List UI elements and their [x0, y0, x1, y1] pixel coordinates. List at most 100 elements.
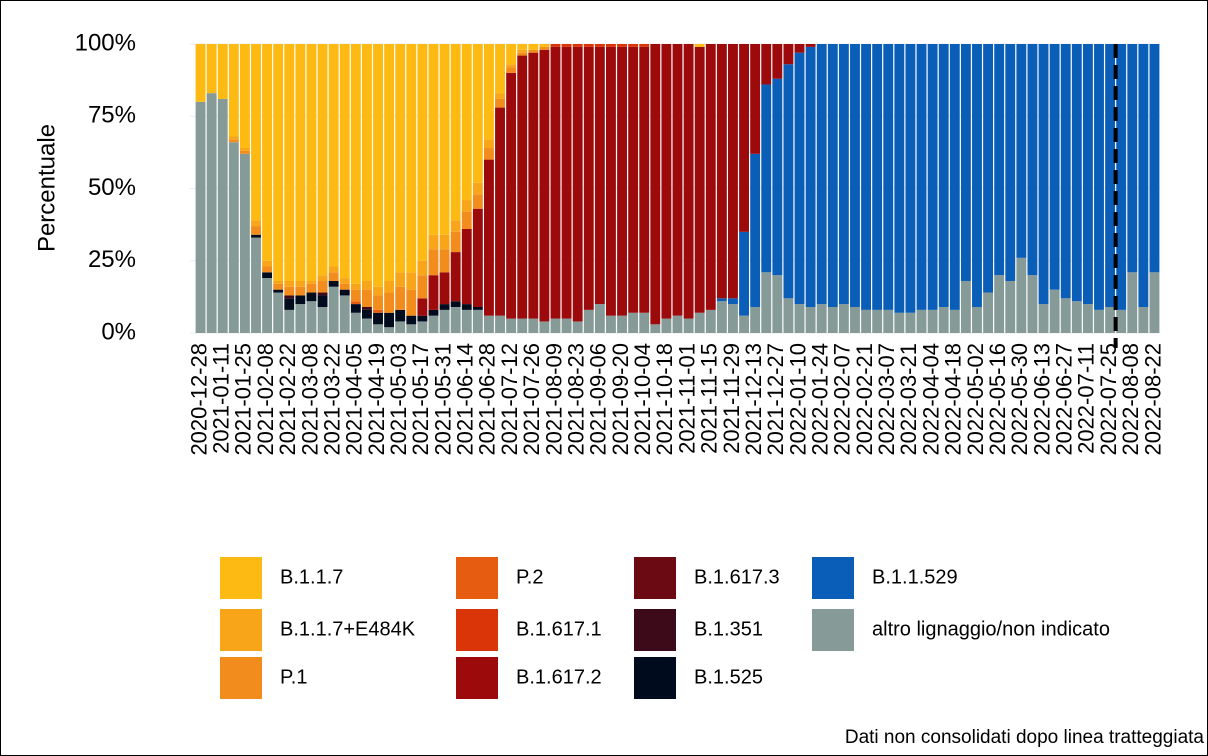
bar-segment	[373, 295, 383, 310]
bar-segment	[805, 306, 816, 333]
bar-segment	[1060, 298, 1071, 333]
bar-segment	[905, 44, 916, 313]
x-tick-label: 2020-12-28	[186, 343, 211, 456]
bar-segment	[1116, 44, 1127, 310]
bar-segment	[517, 318, 528, 333]
bar-segment	[384, 280, 395, 293]
bar-segment	[883, 309, 894, 333]
bar-segment	[461, 309, 472, 333]
bar-segment	[528, 52, 539, 319]
x-tick-label: 2021-02-22	[275, 343, 300, 456]
x-tick-label: 2022-02-21	[852, 343, 877, 456]
bar-segment	[384, 44, 395, 281]
bar-segment	[461, 44, 472, 201]
bar-segment	[206, 93, 217, 333]
bar-segment	[639, 312, 650, 333]
x-tick-label: 2022-04-18	[941, 343, 966, 456]
bar-segment	[1082, 304, 1093, 333]
bar-segment	[894, 312, 905, 333]
bar-segment	[439, 249, 450, 273]
bar-segment	[561, 44, 572, 47]
bar-segment	[373, 286, 383, 296]
bar-segment	[972, 44, 982, 307]
bar-segment	[361, 309, 372, 319]
bar-segment	[583, 46, 594, 310]
bar-segment	[406, 315, 417, 325]
legend-swatch	[220, 609, 262, 651]
y-axis-title: Percentuale	[33, 124, 60, 252]
bar-segment	[361, 289, 372, 307]
legend-label: B.1.525	[694, 666, 763, 688]
bar-segment	[639, 46, 650, 313]
bar-segment	[938, 306, 949, 333]
bar-segment	[550, 46, 561, 319]
legend-label: B.1.351	[694, 618, 763, 640]
bar-segment	[417, 321, 428, 333]
bar-segment	[838, 304, 849, 333]
bar-segment	[606, 46, 616, 316]
bar-segment	[772, 275, 783, 333]
bar-segment	[217, 98, 228, 333]
bar-segment	[1116, 309, 1127, 333]
bar-segment	[794, 44, 805, 53]
bar-segment	[1027, 44, 1038, 276]
bar-segment	[317, 275, 328, 281]
bar-segment	[1094, 309, 1104, 333]
bar-segment	[728, 44, 738, 299]
bar-segment	[306, 44, 317, 281]
bar-segment	[395, 309, 406, 322]
bar-segment	[384, 292, 395, 313]
bar-segment	[949, 309, 960, 333]
bar-segment	[994, 275, 1005, 333]
bar-segment	[728, 304, 738, 333]
bar-segment	[550, 44, 561, 47]
bar-segment	[606, 315, 616, 333]
bar-segment	[361, 318, 372, 333]
bar-segment	[317, 295, 328, 307]
bar-segment	[606, 44, 616, 47]
x-tick-label: 2021-10-18	[652, 343, 677, 456]
bar-segment	[450, 301, 461, 307]
x-tick-label: 2021-09-20	[608, 343, 633, 456]
bar-segment	[251, 234, 261, 238]
y-tick-label: 25%	[88, 246, 136, 273]
bar-segment	[284, 309, 295, 333]
bar-segment	[406, 44, 417, 273]
x-tick-label: 2021-09-06	[586, 343, 611, 456]
bar-segment	[328, 286, 339, 333]
bar-segment	[417, 275, 428, 299]
bar-segment	[783, 298, 794, 333]
bar-segment	[739, 315, 749, 333]
bar-segment	[384, 312, 395, 328]
bar-segment	[739, 44, 749, 232]
bar-segment	[284, 44, 295, 281]
x-tick-label: 2022-05-16	[985, 343, 1010, 456]
bar-segment	[1049, 44, 1060, 290]
legend-label: P.2	[516, 566, 543, 588]
bar-segment	[628, 46, 639, 313]
x-tick-label: 2021-06-14	[453, 343, 478, 456]
bar-segment	[750, 153, 761, 307]
bar-segment	[528, 49, 539, 53]
bar-segment	[528, 44, 539, 50]
y-tick-label: 100%	[75, 29, 136, 56]
bar-segment	[794, 304, 805, 333]
bar-segment	[1005, 44, 1016, 281]
legend-label: B.1.1.7+E484K	[280, 618, 416, 640]
bar-segment	[295, 280, 306, 287]
bar-segment	[284, 295, 295, 299]
bar-segment	[450, 44, 461, 221]
bar-segment	[306, 292, 317, 302]
bar-segment	[561, 318, 572, 333]
bar-segment	[495, 107, 505, 316]
bar-segment	[339, 278, 350, 284]
legend-swatch	[812, 557, 854, 599]
bar-segment	[1105, 44, 1116, 307]
bar-segment	[694, 312, 705, 333]
bar-segment	[694, 46, 705, 313]
bar-segment	[239, 150, 250, 154]
bar-segment	[461, 228, 472, 305]
bar-segment	[716, 44, 727, 299]
bar-segment	[428, 309, 439, 316]
legend-label: B.1.617.1	[516, 618, 602, 640]
